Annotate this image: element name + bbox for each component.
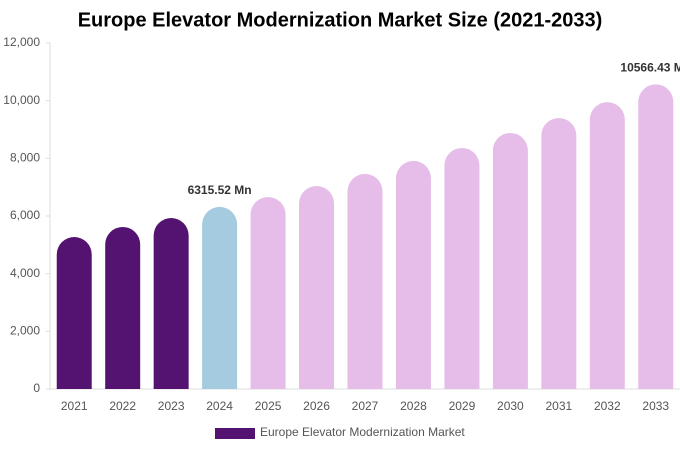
legend-swatch	[215, 428, 255, 439]
x-tick-label: 2028	[400, 399, 427, 413]
bar	[638, 84, 674, 390]
bar	[202, 206, 238, 389]
bar	[492, 132, 528, 389]
x-tick-label: 2030	[497, 399, 524, 413]
bar	[299, 186, 335, 389]
bar	[347, 173, 383, 389]
x-tick-label: 2029	[449, 399, 476, 413]
x-tick-label: 2031	[545, 399, 572, 413]
y-tick-label: 10,000	[3, 93, 40, 107]
x-tick-label: 2022	[109, 399, 136, 413]
x-tick-label: 2021	[61, 399, 88, 413]
x-tick-label: 2032	[594, 399, 621, 413]
legend-label: Europe Elevator Modernization Market	[260, 425, 465, 439]
bar	[153, 218, 189, 389]
x-tick-label: 2026	[303, 399, 330, 413]
x-tick-label: 2027	[352, 399, 379, 413]
x-tick-label: 2033	[642, 399, 669, 413]
bar	[56, 237, 92, 389]
bar	[444, 147, 480, 389]
x-tick-label: 2025	[255, 399, 282, 413]
x-tick-label: 2023	[158, 399, 185, 413]
data-label: 6315.52 Mn	[188, 183, 252, 197]
bar	[250, 196, 286, 389]
bar	[105, 226, 141, 389]
y-tick-label: 4,000	[10, 266, 40, 280]
x-tick-label: 2024	[206, 399, 233, 413]
y-tick-label: 2,000	[10, 324, 40, 338]
chart-title: Europe Elevator Modernization Market Siz…	[78, 9, 603, 31]
y-tick-label: 6,000	[10, 208, 40, 222]
y-tick-label: 12,000	[3, 35, 40, 49]
y-tick-label: 8,000	[10, 151, 40, 165]
data-label: 10566.43 Mn	[620, 61, 680, 75]
bar	[541, 117, 577, 389]
bar	[589, 102, 625, 389]
bar	[395, 160, 431, 389]
y-tick-label: 0	[33, 381, 40, 395]
